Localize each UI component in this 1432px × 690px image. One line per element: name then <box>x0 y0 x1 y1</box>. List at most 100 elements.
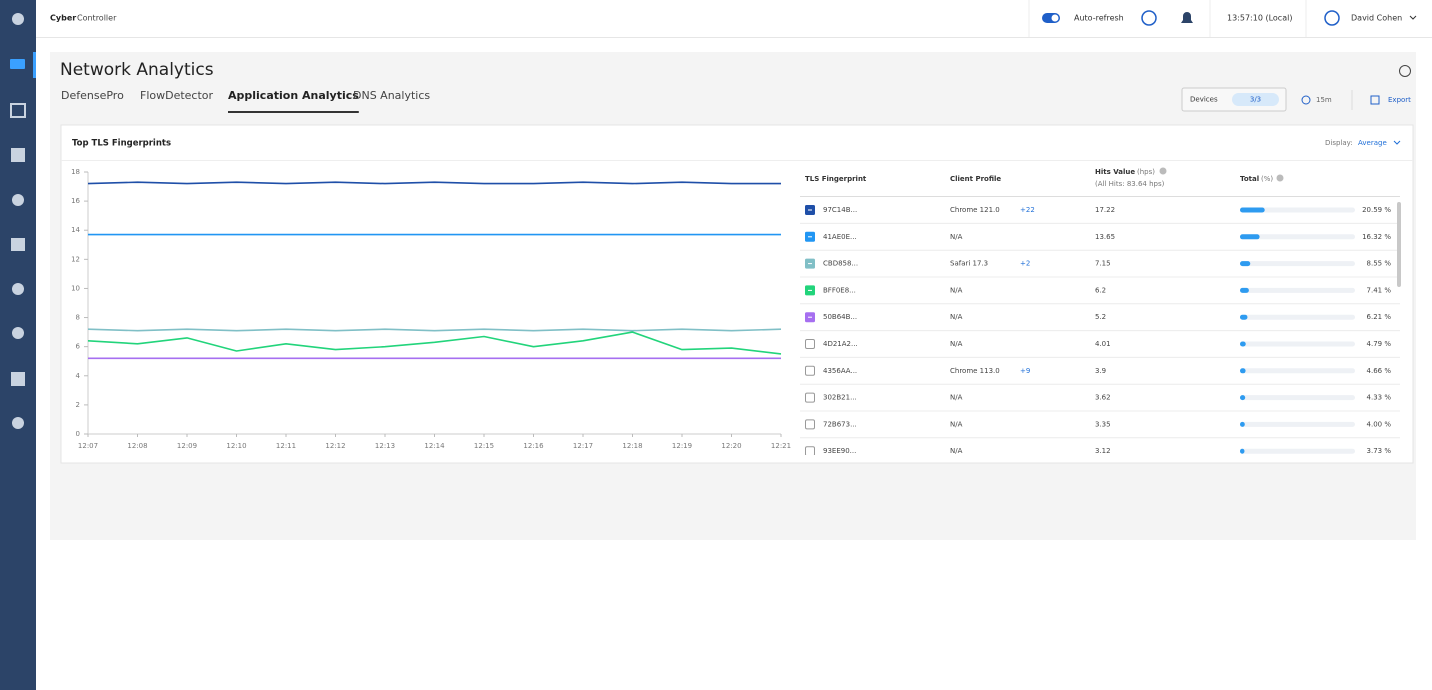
page-title: Network Analytics <box>60 60 214 80</box>
row-checkbox[interactable] <box>805 392 815 403</box>
brand: Controller <box>77 14 117 23</box>
nav-active-bar <box>33 52 36 78</box>
hits-value: 13.65 <box>1095 233 1115 241</box>
total-bar <box>1240 395 1246 401</box>
row-checkbox[interactable] <box>805 365 815 376</box>
client-profile: N/A <box>950 340 963 348</box>
total-bar <box>1240 314 1248 320</box>
brand-bold: Cyber <box>50 14 76 23</box>
hits-value: 3.12 <box>1095 447 1111 455</box>
y-tick-label: 0 <box>76 430 80 438</box>
fingerprint: 50B64B... <box>823 313 857 321</box>
display-value[interactable]: Average <box>1358 139 1387 147</box>
client-profile: N/A <box>950 447 963 455</box>
total-label: 20.59 % <box>1362 206 1391 214</box>
total-label: 4.00 % <box>1367 420 1392 428</box>
hits-value: 3.62 <box>1095 394 1111 402</box>
total-bar <box>1240 448 1245 454</box>
total-track <box>1240 341 1355 347</box>
tab[interactable]: DNS Analytics <box>353 89 430 102</box>
total-label: 4.79 % <box>1367 340 1392 348</box>
auto-refresh: Auto-refresh <box>1074 14 1124 23</box>
row-checkbox[interactable] <box>805 419 815 430</box>
nav-icon[interactable] <box>11 238 25 251</box>
user-icon[interactable] <box>1324 10 1340 26</box>
client-profile: N/A <box>950 394 963 402</box>
devices-count: 3/3 <box>1250 96 1261 104</box>
info-icon[interactable] <box>1276 174 1284 182</box>
nav-icon[interactable] <box>10 103 26 118</box>
hits-value: 3.35 <box>1095 420 1111 428</box>
profile-more[interactable]: +9 <box>1020 367 1030 375</box>
col-header: Client Profile <box>950 175 1001 183</box>
y-tick-label: 16 <box>71 197 80 205</box>
fingerprint: 72B673... <box>823 420 857 428</box>
x-tick-label: 12:20 <box>721 442 741 450</box>
x-tick-label: 12:10 <box>226 442 246 450</box>
total-label: 4.66 % <box>1367 367 1392 375</box>
clock: 13:57:10 (Local) <box>1227 14 1292 23</box>
x-tick-label: 12:14 <box>424 442 445 450</box>
total-bar <box>1240 287 1249 293</box>
client-profile: Chrome 113.0 <box>950 367 1000 375</box>
info-icon[interactable] <box>1159 167 1167 175</box>
help-icon[interactable] <box>1399 65 1411 77</box>
y-tick-label: 6 <box>76 343 81 351</box>
line-chart: 0 2 4 6 8 10 12 14 16 18 12:07 12:08 12:09 12:10 12:11… <box>71 168 791 450</box>
series-line <box>87 331 782 355</box>
total-track <box>1240 395 1355 401</box>
nav-icon[interactable] <box>11 372 25 386</box>
row-checkbox[interactable] <box>805 339 815 349</box>
x-tick-label: 12:17 <box>573 442 593 450</box>
col-header: TLS Fingerprint <box>805 175 867 183</box>
nav-icon[interactable] <box>12 194 24 206</box>
tab[interactable]: DefensePro <box>61 89 124 102</box>
hits-value: 7.15 <box>1095 260 1111 268</box>
y-tick-label: 12 <box>71 255 80 263</box>
profile-more[interactable]: +2 <box>1020 260 1030 268</box>
card <box>60 124 1414 464</box>
x-tick-label: 12:15 <box>474 442 494 450</box>
nav-logo[interactable] <box>12 13 24 25</box>
hits-value: 6.2 <box>1095 286 1106 294</box>
time-icon <box>1301 95 1311 105</box>
col-header-unit: (%) <box>1261 175 1273 183</box>
card-title: Top TLS Fingerprints <box>72 139 171 149</box>
total-track <box>1240 234 1355 240</box>
scrollbar[interactable] <box>1397 202 1401 287</box>
client-profile: Safari 17.3 <box>950 260 988 268</box>
total-bar <box>1240 368 1246 374</box>
y-tick-label: 18 <box>71 168 80 176</box>
total-label: 16.32 % <box>1362 233 1391 241</box>
col-header-unit: (hps) <box>1137 168 1155 176</box>
export-icon <box>1370 95 1380 105</box>
bell-icon[interactable] <box>1181 12 1193 23</box>
user-name[interactable]: David Cohen <box>1351 14 1402 23</box>
fingerprint: 4356AA... <box>823 367 857 375</box>
total-label: 8.55 % <box>1367 260 1392 268</box>
total-bar <box>1240 234 1260 240</box>
nav-icon[interactable] <box>11 148 25 162</box>
y-tick-label: 10 <box>71 284 80 292</box>
time-range[interactable]: 15m <box>1316 96 1332 104</box>
series-line <box>87 181 781 185</box>
y-tick-label: 2 <box>76 401 80 409</box>
accessibility-icon[interactable] <box>1141 10 1157 26</box>
tab[interactable]: FlowDetector <box>140 89 214 102</box>
export[interactable]: Export <box>1388 96 1411 104</box>
col-header-sub: (All Hits: 83.64 hps) <box>1095 180 1165 188</box>
total-track <box>1240 314 1355 320</box>
tab[interactable]: Application Analytics <box>228 89 359 102</box>
nav-icon[interactable] <box>12 417 24 429</box>
client-profile: Chrome 121.0 <box>950 206 1000 214</box>
total-label: 4.33 % <box>1367 394 1392 402</box>
chevron <box>1409 15 1417 20</box>
nav-icon[interactable] <box>10 59 25 69</box>
fingerprint: 4D21A2... <box>823 340 858 348</box>
row-checkbox[interactable] <box>805 446 815 456</box>
nav-icon[interactable] <box>12 283 24 295</box>
tabs: DefensePro FlowDetector Application Analyt… <box>61 89 430 113</box>
profile-more[interactable]: +22 <box>1020 206 1035 214</box>
nav-icon[interactable] <box>12 327 24 339</box>
